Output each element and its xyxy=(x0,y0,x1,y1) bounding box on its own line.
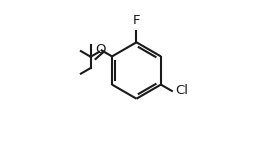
Text: O: O xyxy=(96,43,106,56)
Text: Cl: Cl xyxy=(175,84,188,97)
Text: F: F xyxy=(133,15,140,27)
